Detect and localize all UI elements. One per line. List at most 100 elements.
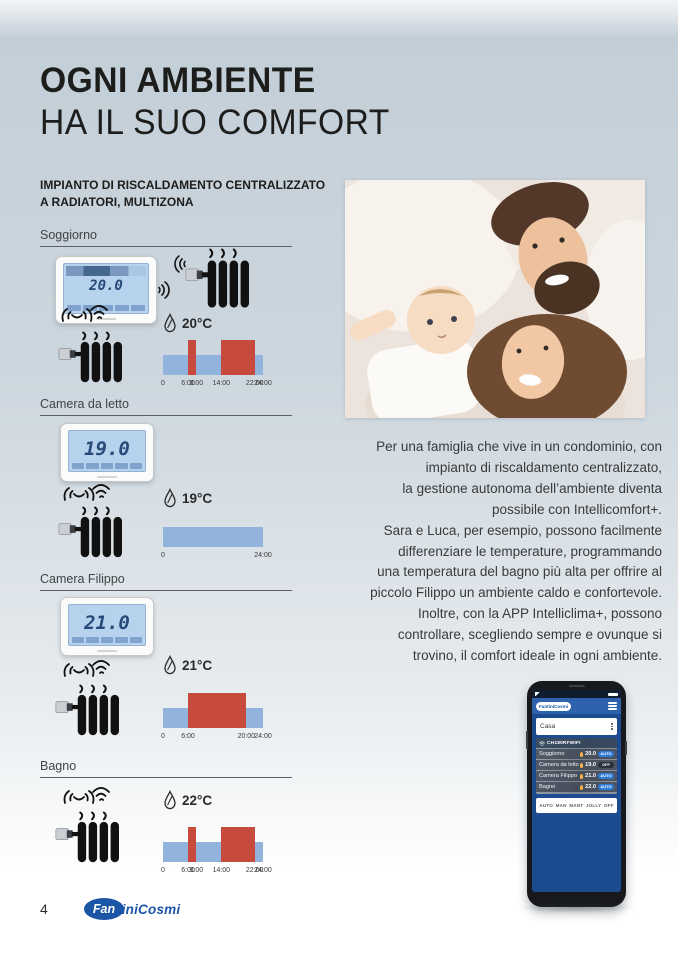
rf-waves-icon <box>158 255 186 299</box>
phone-zone-row: Bagno 22.0 AUTO <box>536 782 617 792</box>
thermostat-soggiorno: 20.0 <box>55 256 157 324</box>
phone-zone-row: Camera da letto 19.0 OFF <box>536 760 617 770</box>
tick-label: 0 <box>161 733 165 740</box>
phone-mode-button: JOLLY <box>585 803 602 808</box>
thermostat-buttons <box>72 463 143 469</box>
phone-mode-button: OFF <box>603 803 614 808</box>
phone-mode-badge: AUTO <box>598 751 614 757</box>
comfort-heating-band <box>188 693 247 728</box>
body-paragraph: Per una famiglia che vive in un condomin… <box>348 437 662 667</box>
schedule-chart-bagno: 0 6:00 8:00 14:00 22:00 24:00 <box>161 827 272 874</box>
phone-zone-temp: 22.0 <box>585 784 596 790</box>
phone-mode-badge: AUTO <box>598 784 614 790</box>
phone-zone-temp: 21.0 <box>585 773 596 779</box>
phone-mode-bar: AUTO MAN MANT JOLLY OFF <box>536 798 617 813</box>
comfort-heating-band <box>188 340 197 375</box>
logo-text: tiniCosmi <box>117 901 181 917</box>
thermostat-program-band <box>66 266 146 276</box>
text-line: differenziare le temperature, programman… <box>398 543 662 559</box>
schedule-chart-camera-da-letto: 0 24:00 <box>161 512 272 559</box>
wireless-link-icon <box>63 484 110 501</box>
zone-label-camera-filippo: Camera Filippo <box>40 572 125 586</box>
fantinicosmi-logo: Fan tiniCosmi <box>84 898 180 920</box>
logo-ellipse: Fan <box>84 898 124 920</box>
device-label: CH180RFWIFI <box>547 740 581 746</box>
text-line: piccolo Filippo un ambiente caldo e conf… <box>370 585 662 601</box>
page-number: 4 <box>40 901 48 917</box>
divider <box>40 777 292 778</box>
zone-label-camera-da-letto: Camera da letto <box>40 397 129 411</box>
phone-mode-button: MANT <box>569 803 584 808</box>
tick-label: 22:00 <box>245 380 264 387</box>
thermostat-display: 20.0 <box>89 278 123 294</box>
hamburger-menu-icon <box>608 702 617 710</box>
thermostat-brand-line <box>97 476 117 478</box>
flame-icon <box>579 762 584 768</box>
phone-mode-badge: OFF <box>598 762 614 768</box>
flame-icon <box>579 773 584 779</box>
home-card: Casa <box>536 718 617 735</box>
text-line: possibile con Intellicomfort+. <box>492 501 662 517</box>
thermostat-display: 21.0 <box>84 612 130 634</box>
tick-label: 22:00 <box>245 867 264 874</box>
text-line: Inoltre, con la APP Intelliclima+, posso… <box>417 606 662 622</box>
phone-zone-name: Bagno <box>539 784 556 790</box>
phone-zone-row: Camera Filippo 21.0 AUTO <box>536 771 617 781</box>
family-photo <box>345 180 645 418</box>
wifi-icon <box>539 740 545 746</box>
subtitle-line1: IMPIANTO DI RISCALDAMENTO CENTRALIZZATO <box>40 178 326 192</box>
phone-zone-panel: CH180RFWIFI Soggiorno 20.0 AUTO Camera da l… <box>536 738 617 794</box>
divider <box>40 415 292 416</box>
tick-label: 24:00 <box>254 380 272 387</box>
flame-icon <box>579 784 584 790</box>
device-header: CH180RFWIFI <box>536 738 617 748</box>
phone-mode-button: MAN <box>555 803 567 808</box>
setpoint-bagno: 22°C <box>182 793 213 808</box>
page-title-line1: OGNI AMBIENTE <box>40 61 316 100</box>
phone-volume-button <box>526 731 528 749</box>
phone-shadow <box>519 902 635 913</box>
flame-icon <box>164 313 176 333</box>
tick-label: 8:00 <box>189 380 204 387</box>
battery-icon <box>608 692 618 696</box>
phone-zone-row: Soggiorno 20.0 AUTO <box>536 749 617 759</box>
wireless-link-icon <box>61 305 108 322</box>
phone-zone-temp: 20.0 <box>585 751 596 757</box>
radiator-icon <box>185 248 249 308</box>
zone-label-bagno: Bagno <box>40 759 77 773</box>
thermostat-camera-filippo: 21.0 <box>60 597 154 656</box>
wireless-link-icon <box>63 660 110 677</box>
text-line: trovino, il comfort ideale in ogni ambie… <box>412 648 662 664</box>
tick-label: 14:00 <box>212 380 231 387</box>
tick-label: 6:00 <box>181 733 195 740</box>
flame-icon <box>164 655 176 675</box>
flame-icon <box>164 488 176 508</box>
thermostat-buttons <box>72 637 143 643</box>
phone-mode-badge: AUTO <box>598 773 614 779</box>
text-line: la gestione autonoma dell’ambiente diven… <box>402 480 662 496</box>
radiator-icon <box>55 684 119 736</box>
schedule-chart-soggiorno: 0 6:00 8:00 14:00 22:00 24:00 <box>161 340 272 387</box>
app-logo: FantiniCosmi <box>536 701 572 711</box>
text-line: una temperatura del bagno più alta per o… <box>377 564 662 580</box>
smartphone: FantiniCosmi Casa CH180RFWIFI Soggiorno 2… <box>526 681 627 907</box>
thermostat-screen: 19.0 <box>68 430 146 472</box>
thermostat-screen: 21.0 <box>68 604 146 646</box>
page-subtitle: IMPIANTO DI RISCALDAMENTO CENTRALIZZATO … <box>40 177 325 211</box>
text-line: Per una famiglia che vive in un condomin… <box>376 439 662 454</box>
tick-label: 0 <box>161 552 165 559</box>
setpoint-camera-da-letto: 19°C <box>182 491 213 506</box>
kebab-menu-icon <box>611 723 613 730</box>
tick-label: 6:00 <box>181 380 195 387</box>
phone-mode-button: AUTO <box>539 803 554 808</box>
phone-zone-name: Soggiorno <box>539 751 565 757</box>
radiator-icon <box>55 811 119 863</box>
thermostat-brand-line <box>97 650 117 652</box>
tick-label: 24:00 <box>254 552 272 559</box>
phone-zone-name: Camera Filippo <box>539 773 577 779</box>
phone-power-button <box>625 741 627 755</box>
setpoint-soggiorno: 20°C <box>182 316 213 331</box>
phone-zone-rows: Soggiorno 20.0 AUTO Camera da letto 19.0 OFF C… <box>536 749 617 792</box>
tick-label: 0 <box>161 867 165 874</box>
phone-zone-name: Camera da letto <box>539 762 579 768</box>
